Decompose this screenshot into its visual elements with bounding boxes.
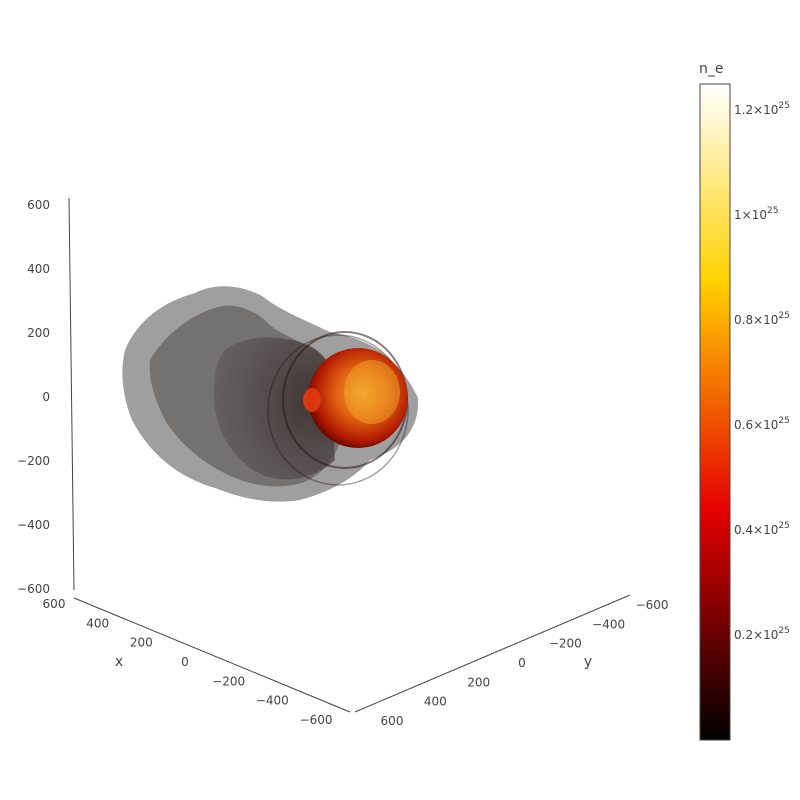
shell-ring-2 [267,334,409,486]
z-axis-ticks: 600 400 200 0 −200 −400 −600 [17,198,50,596]
y-axis-title: y [584,654,592,670]
colorbar-tick-label: 1.2×1025 [734,101,790,117]
dense-tail [213,337,335,480]
colorbar-tick-label: 0.2×1025 [734,626,790,642]
y-tick-label: −600 [636,598,669,612]
colorbar-tick-label: 0.8×1025 [734,311,790,327]
core-highlight [344,360,400,424]
y-tick-label: 400 [424,695,447,709]
volume-render [122,286,419,502]
colorbar: n_e 1.2×1025 1×1025 0.8×1025 0.6×1025 0.4×10… [699,61,790,741]
colorbar-title: n_e [699,61,724,77]
z-axis-line [68,197,75,591]
z-tick-label: 400 [27,262,50,276]
x-tick-label: 0 [181,655,189,669]
y-tick-label: −400 [592,617,625,631]
y-tick-label: −200 [549,637,582,651]
z-tick-label: −600 [17,582,50,596]
x-tick-label: 600 [43,597,66,611]
side-lobe [303,388,321,412]
x-axis-title: x [115,654,123,670]
y-tick-label: 200 [467,675,490,689]
hot-core [308,348,408,448]
y-axis-line [354,594,631,713]
y-tick-label: 0 [518,656,526,670]
x-tick-label: 200 [130,636,153,650]
z-tick-label: −400 [17,518,50,532]
axis-lines [68,197,631,713]
x-tick-label: −400 [256,694,289,708]
x-axis-ticks: 600 400 200 0 −200 −400 −600 [43,597,333,727]
x-tick-label: 400 [86,616,109,630]
colorbar-tick-label: 0.4×1025 [734,521,790,537]
y-axis-ticks: 600 400 200 0 −200 −400 −600 [381,598,669,728]
z-tick-label: −200 [17,454,50,468]
y-tick-label: 600 [381,714,404,728]
x-axis-line [73,597,351,713]
x-tick-label: −600 [300,713,333,727]
colorbar-gradient [699,83,731,741]
colorbar-tick-label: 1×1025 [734,206,778,222]
colorbar-ticks: 1.2×1025 1×1025 0.8×1025 0.6×1025 0.4×1025 0.… [734,101,790,642]
z-tick-label: 200 [27,326,50,340]
x-tick-label: −200 [212,674,245,688]
z-tick-label: 0 [42,390,50,404]
colorbar-tick-label: 0.6×1025 [734,416,790,432]
z-tick-label: 600 [27,198,50,212]
